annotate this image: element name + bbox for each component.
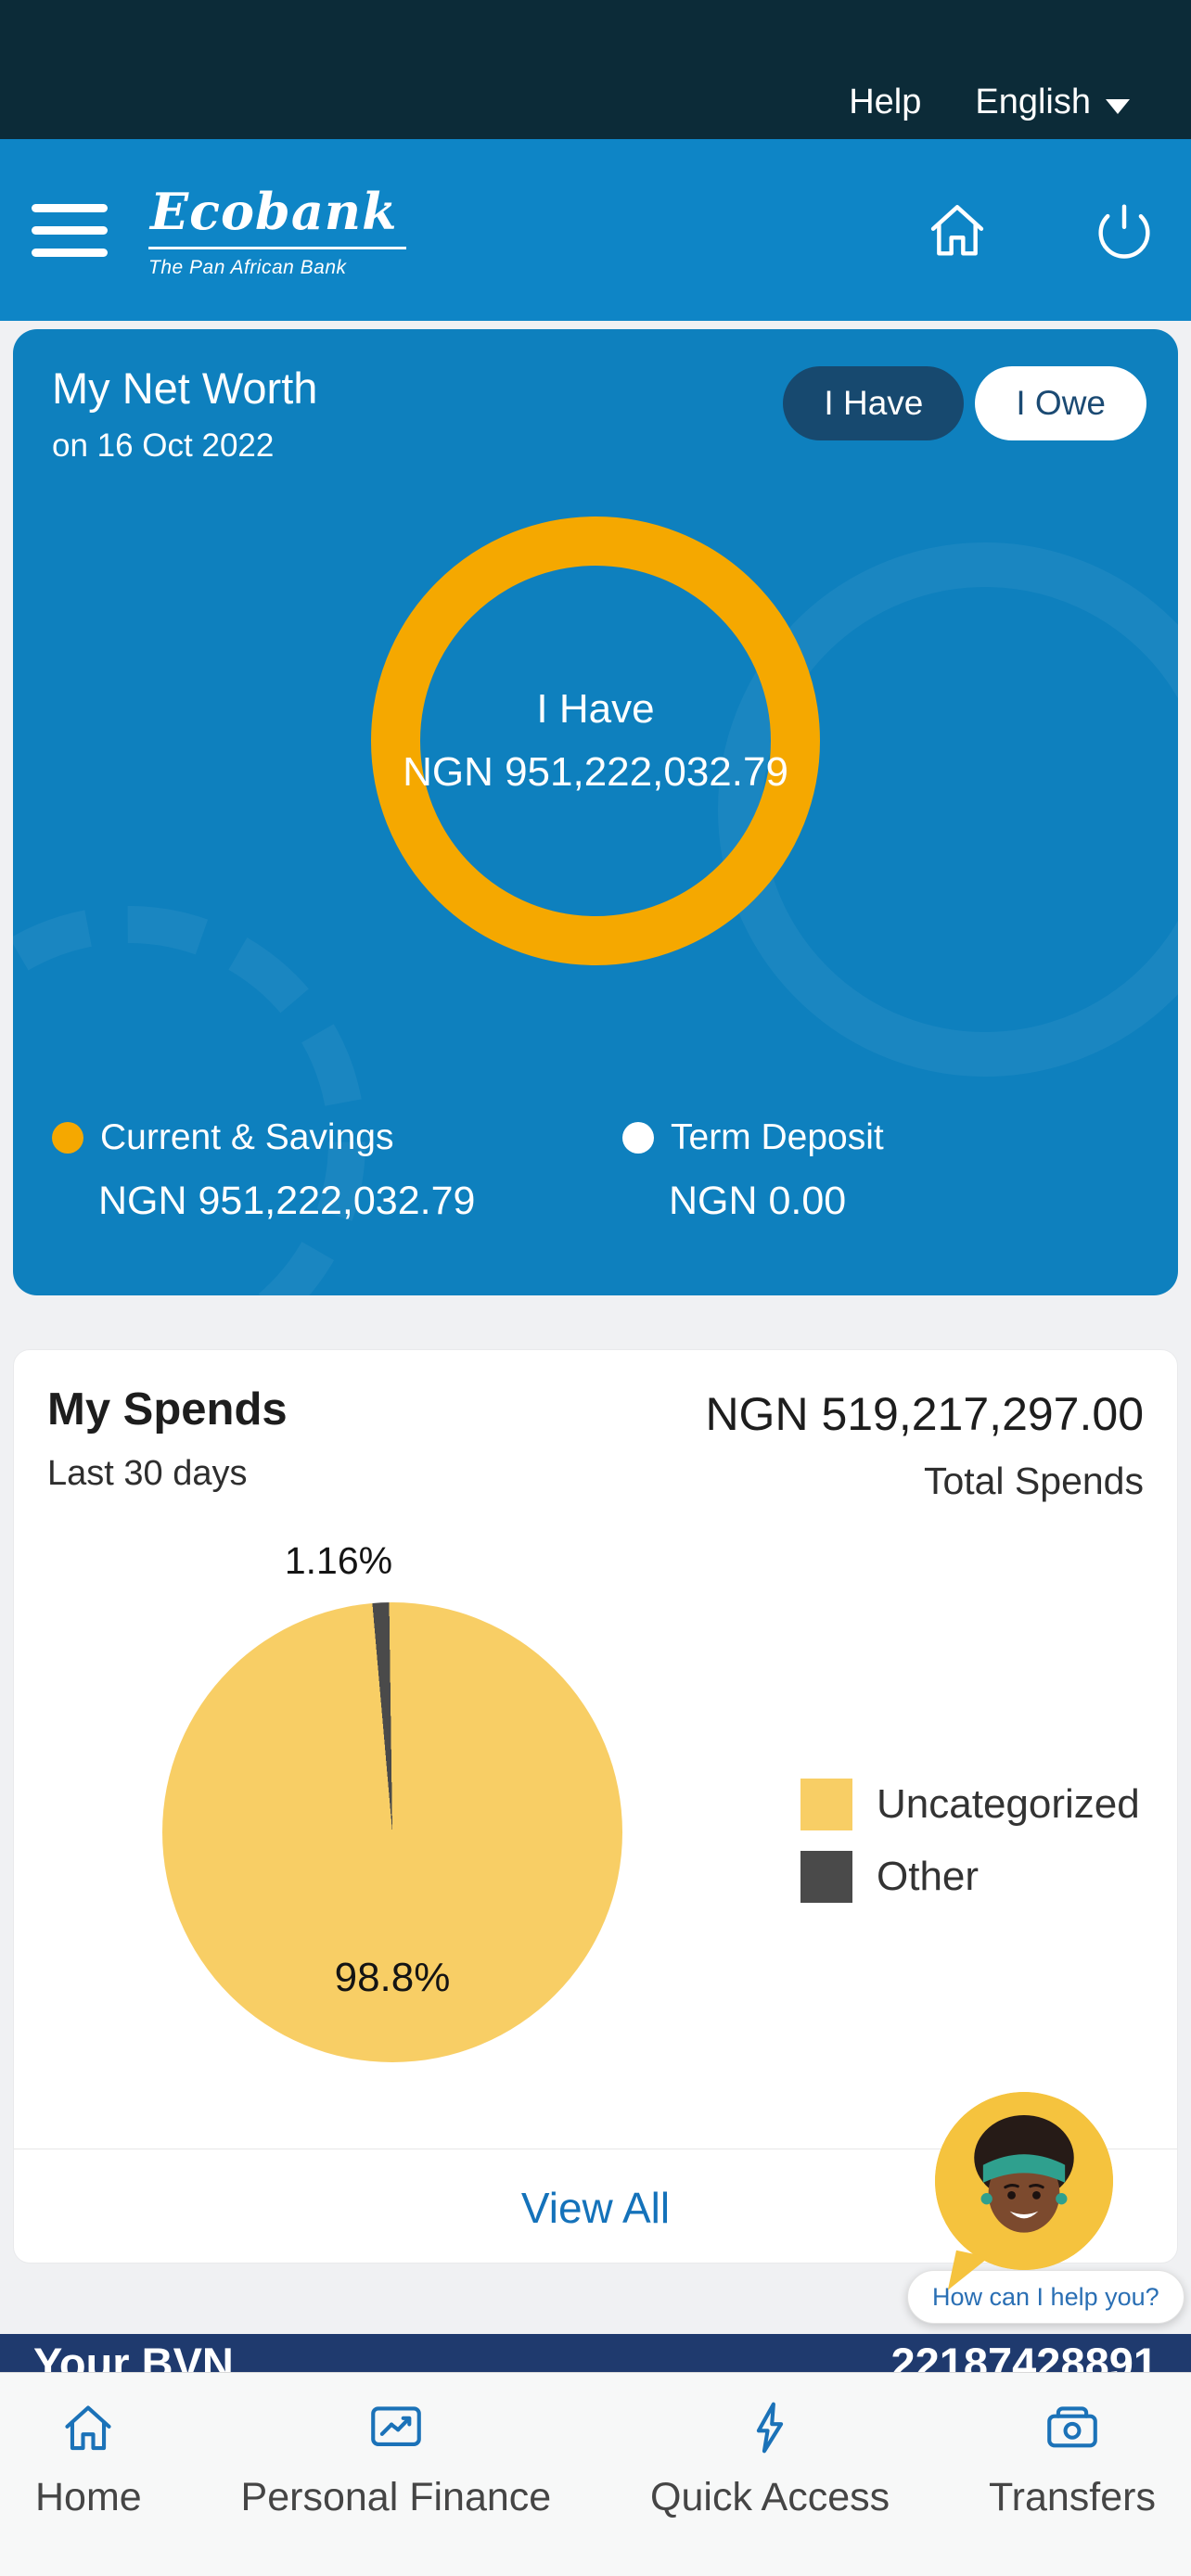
pie-annotation-uncategorized: 98.8% — [334, 1955, 451, 2000]
status-bar: Help English — [0, 0, 1191, 139]
net-worth-donut-chart: I Have NGN 951,222,032.79 — [371, 516, 820, 965]
help-link[interactable]: Help — [849, 83, 922, 121]
total-spends-label: Total Spends — [923, 1460, 1144, 1502]
home-icon — [58, 2397, 119, 2458]
legend-item-other: Other — [800, 1851, 1140, 1903]
ecobank-logo: Ecobank The Pan African Bank — [148, 182, 407, 279]
legend-value: NGN 951,222,032.79 — [98, 1179, 476, 1223]
legend-item-term-deposit: Term Deposit NGN 0.00 — [622, 1117, 884, 1224]
net-worth-card: My Net Worth on 16 Oct 2022 I Have I Owe… — [13, 329, 1178, 1295]
pie-annotation-other: 1.16% — [284, 1539, 393, 1582]
net-worth-title: My Net Worth — [52, 363, 318, 413]
legend-label: Term Deposit — [671, 1117, 884, 1157]
nav-item-quick-access[interactable]: Quick Access — [650, 2397, 890, 2576]
legend-swatch-other — [800, 1851, 852, 1903]
spends-legend: Uncategorized Other — [800, 1779, 1140, 1903]
tab-i-owe[interactable]: I Owe — [975, 366, 1146, 440]
legend-label: Current & Savings — [100, 1117, 394, 1157]
legend-dot-current-savings — [52, 1122, 83, 1154]
personal-finance-icon — [365, 2397, 427, 2458]
legend-label: Uncategorized — [877, 1781, 1140, 1827]
bottom-nav: Home Personal Finance Quick Access — [0, 2372, 1191, 2576]
legend-dot-term-deposit — [622, 1122, 654, 1154]
legend-value: NGN 0.00 — [669, 1179, 847, 1223]
home-icon[interactable] — [922, 195, 992, 265]
assistant-bubble[interactable]: How can I help you? — [907, 2270, 1185, 2324]
donut-center-value: NGN 951,222,032.79 — [403, 749, 788, 795]
logo-tagline: The Pan African Bank — [148, 256, 347, 278]
chevron-down-icon — [1106, 98, 1130, 114]
legend-swatch-uncategorized — [800, 1779, 852, 1830]
nav-item-personal-finance[interactable]: Personal Finance — [240, 2397, 552, 2576]
spends-pie-chart[interactable] — [162, 1602, 622, 2062]
donut-center-label: I Have — [536, 686, 655, 732]
legend-label: Other — [877, 1854, 980, 1899]
legend-item-current-savings: Current & Savings NGN 951,222,032.79 — [52, 1117, 622, 1224]
legend-item-uncategorized: Uncategorized — [800, 1779, 1140, 1830]
logo-text: Ecobank — [148, 182, 407, 249]
net-worth-toggle: I Have I Owe — [783, 366, 1146, 440]
language-selector[interactable]: English — [975, 83, 1130, 122]
net-worth-legend: Current & Savings NGN 951,222,032.79 Ter… — [52, 1117, 1156, 1224]
nav-label: Quick Access — [650, 2475, 890, 2519]
nav-item-home[interactable]: Home — [35, 2397, 142, 2576]
language-label: English — [975, 83, 1091, 121]
nav-label: Home — [35, 2475, 142, 2519]
total-spends-value: NGN 519,217,297.00 — [705, 1388, 1144, 1440]
spends-title: My Spends — [47, 1384, 288, 1435]
quick-access-icon — [739, 2397, 800, 2458]
nav-item-transfers[interactable]: Transfers — [989, 2397, 1156, 2576]
nav-label: Transfers — [988, 2475, 1156, 2519]
spends-subtitle: Last 30 days — [47, 1454, 248, 1493]
transfers-icon — [1042, 2397, 1103, 2458]
assistant-avatar[interactable] — [935, 2092, 1113, 2270]
power-logout-icon[interactable] — [1089, 195, 1159, 265]
view-all-link[interactable]: View All — [520, 2184, 671, 2232]
tab-i-have[interactable]: I Have — [783, 366, 965, 440]
hamburger-menu-icon[interactable] — [32, 203, 108, 257]
net-worth-date: on 16 Oct 2022 — [52, 427, 275, 464]
nav-label: Personal Finance — [240, 2475, 552, 2519]
app-header: Ecobank The Pan African Bank — [0, 139, 1191, 321]
